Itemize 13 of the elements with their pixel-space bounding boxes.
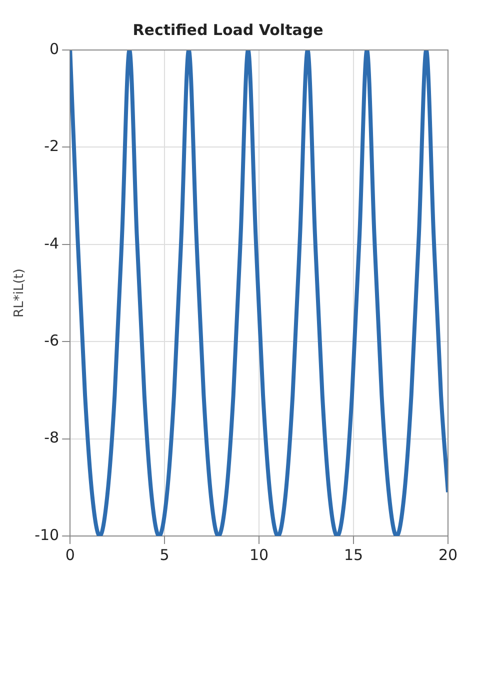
- y-tick-label: -10: [34, 526, 60, 544]
- x-tick-label: 15: [344, 546, 364, 564]
- y-tick-label: -8: [44, 428, 60, 447]
- y-tick-label: -4: [44, 234, 60, 252]
- y-tick-label: -6: [44, 331, 60, 350]
- y-axis-title: RL*iL(t): [12, 268, 28, 318]
- chart-title: Rectified Load Voltage: [132, 20, 324, 39]
- y-tick-label: -2: [44, 137, 60, 156]
- x-tick-label: 10: [250, 546, 269, 564]
- y-tick-label: 0: [50, 40, 60, 58]
- x-tick-label: 0: [65, 546, 75, 564]
- x-tick-label: 20: [438, 546, 458, 564]
- x-tick-label: 5: [160, 546, 170, 564]
